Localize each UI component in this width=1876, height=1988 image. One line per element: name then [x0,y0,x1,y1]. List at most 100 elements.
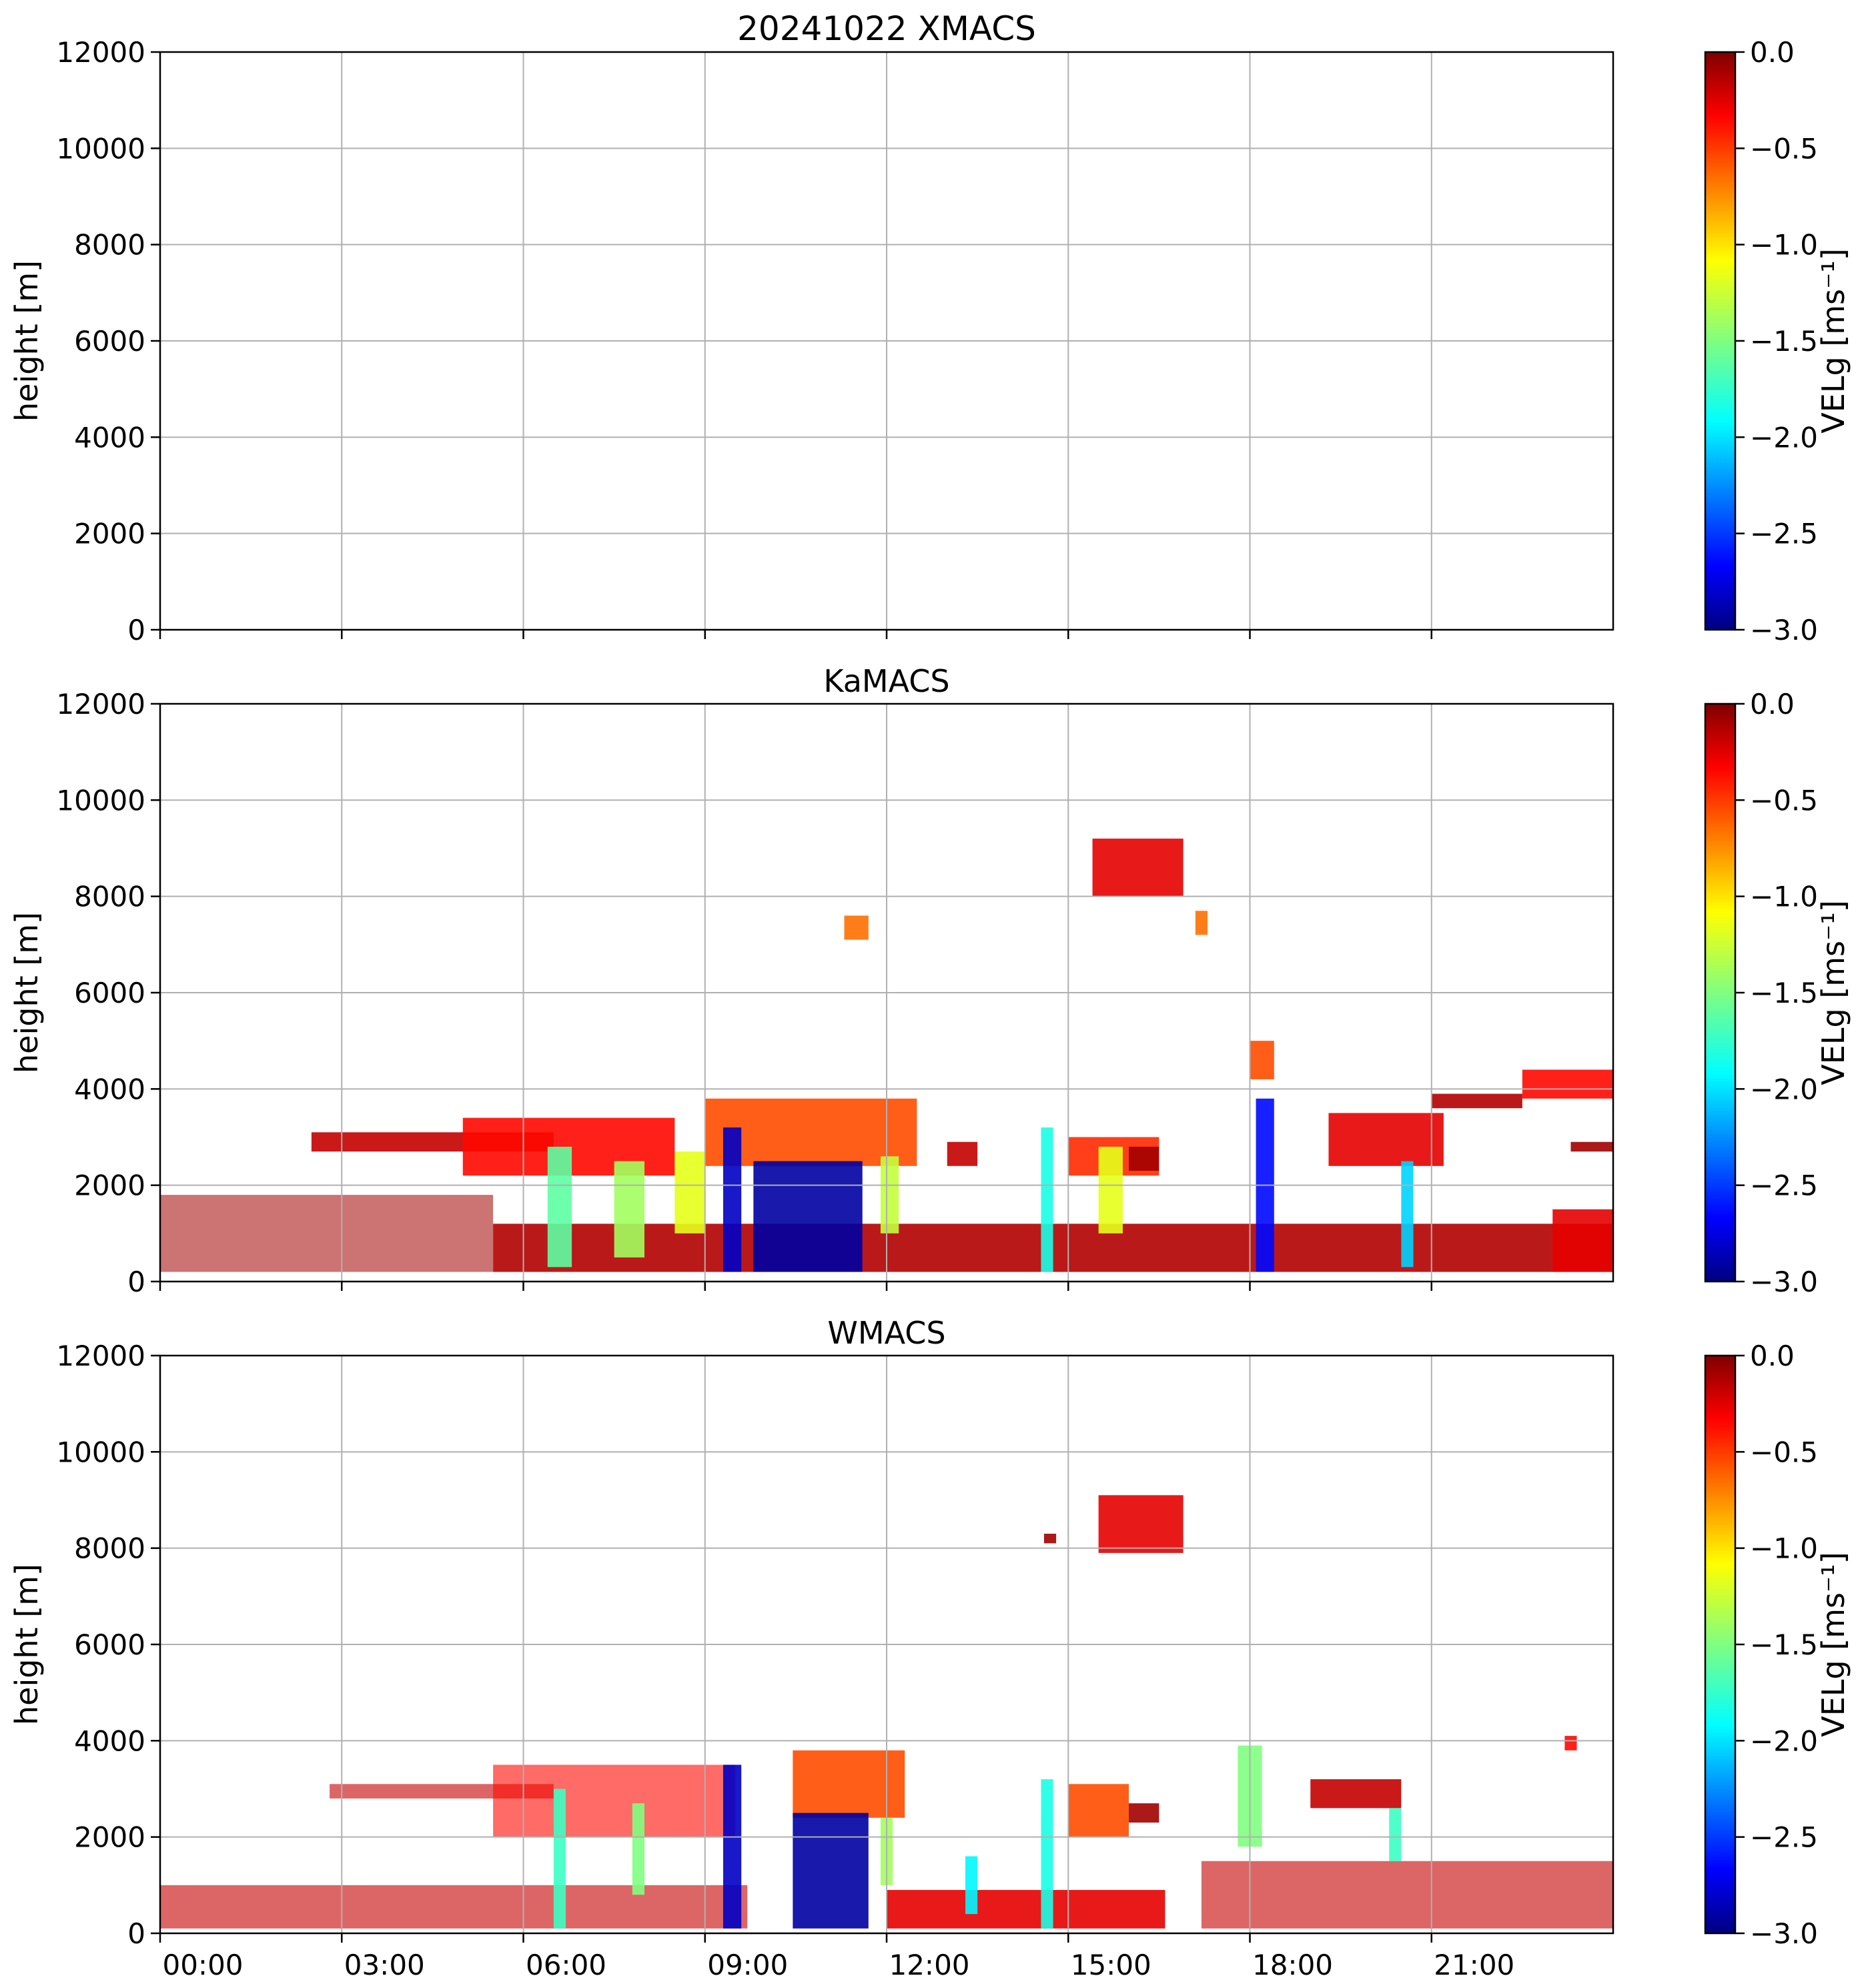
echo-region [1041,1779,1053,1929]
colorbar-tick-label: −1.0 [1750,229,1818,262]
colorbar-tick-label: 0.0 [1750,1340,1795,1372]
colorbar-tick-label: −2.0 [1750,421,1818,454]
echo-region [1092,839,1184,897]
echo-region [793,1813,869,1929]
echo-region [1201,1861,1613,1929]
panel-wmacs: WMACS 0 2000 4000 6000 8000 10000 12000 00:00 03:… [9,1315,1851,1981]
y-tick-label: 0 [127,614,145,646]
colorbar-label: VELg [ms⁻¹] [1815,1552,1851,1736]
echo-region [880,1156,899,1233]
echo-region [1098,1495,1184,1553]
echo-region [753,1161,863,1272]
echo-region [1564,1736,1577,1751]
y-axis-label: height [m] [9,1564,45,1725]
y-tick-label: 6000 [74,1628,145,1661]
colorbar-tick-label: −2.5 [1750,1169,1818,1202]
panel-kamacs: KaMACS 0 2000 4000 6000 8000 10000 12000 height … [9,663,1851,1298]
echo-region [1328,1113,1444,1166]
x-tick-label: 18:00 [1252,1949,1333,1981]
echo-region [844,915,869,940]
colorbar-tick-label: −0.5 [1750,1436,1818,1468]
echo-region [723,1127,742,1272]
echo-region [1389,1808,1402,1861]
x-tick-label: 00:00 [162,1949,243,1981]
colorbar-tick-label: 0.0 [1750,36,1795,69]
y-tick-label: 12000 [56,1340,145,1372]
colorbar-tick-label: −3.0 [1750,614,1818,646]
colorbar-tick-label: −3.0 [1750,1917,1818,1950]
colorbar-tick-label: −0.5 [1750,132,1818,165]
echo-region [160,1195,494,1272]
y-axis-label: height [m] [9,260,45,422]
y-tick-label: 4000 [74,1724,145,1757]
echo-region [547,1146,572,1268]
colorbar-tick-label: 0.0 [1750,688,1795,720]
echo-layer [160,839,1613,1272]
x-tick-label: 06:00 [526,1949,606,1981]
echo-region [1129,1803,1159,1823]
y-tick-label: 2000 [74,1821,145,1854]
panel-title: 20241022 XMACS [737,9,1036,48]
colorbar [1704,702,1737,1283]
y-tick-label: 12000 [56,688,145,720]
echo-region [887,1890,1165,1929]
echo-region [1068,1784,1129,1837]
x-tick-label: 15:00 [1071,1949,1151,1981]
y-tick-label: 4000 [74,1073,145,1105]
echo-region [1431,1093,1522,1109]
echo-region [1043,1534,1057,1544]
y-tick-label: 10000 [56,784,145,817]
echo-region [1195,911,1208,935]
echo-region [947,1141,978,1166]
y-tick-label: 8000 [74,229,145,262]
y-tick-label: 10000 [56,132,145,165]
y-tick-label: 10000 [56,1436,145,1468]
y-axis-label: height [m] [9,912,45,1073]
x-tick-label: 21:00 [1434,1949,1514,1981]
y-tick-label: 2000 [74,1169,145,1202]
y-tick-label: 2000 [74,518,145,550]
echo-region [1552,1209,1613,1272]
y-tick-label: 12000 [56,36,145,69]
echo-region [793,1750,905,1818]
x-tick-label: 09:00 [707,1949,788,1981]
y-tick-label: 6000 [74,325,145,358]
colorbar-tick-label: −3.0 [1750,1266,1818,1298]
panel-title: KaMACS [823,663,949,699]
echo-region [493,1765,736,1837]
x-tick-label: 03:00 [344,1949,425,1981]
echo-region [632,1803,644,1895]
echo-region [1310,1779,1402,1809]
echo-region [723,1765,742,1929]
colorbar-tick-label: −0.5 [1750,784,1818,817]
colorbar-tick-label: −1.5 [1750,977,1818,1009]
echo-region [614,1161,644,1258]
colorbar-tick-label: −1.5 [1750,1628,1818,1661]
echo-region [674,1151,705,1233]
echo-region [1129,1146,1159,1171]
echo-region [1041,1127,1053,1272]
echo-region [160,1885,748,1929]
y-tick-label: 0 [127,1917,145,1950]
echo-region [1401,1161,1414,1268]
colorbar-tick-label: −1.5 [1750,325,1818,358]
colorbar-tick-label: −1.0 [1750,881,1818,913]
y-tick-label: 8000 [74,881,145,913]
colorbar-tick-label: −2.0 [1750,1073,1818,1105]
echo-region [1522,1069,1613,1099]
colorbar-tick-label: −2.0 [1750,1724,1818,1757]
colorbar [1704,1354,1737,1935]
echo-region [553,1789,566,1929]
colorbar-label: VELg [ms⁻¹] [1815,900,1851,1085]
y-tick-label: 0 [127,1266,145,1298]
y-tick-label: 4000 [74,421,145,454]
colorbar-label: VELg [ms⁻¹] [1815,248,1851,433]
x-tick-label: 12:00 [889,1949,969,1981]
colorbar-tick-label: −1.0 [1750,1532,1818,1565]
panel-title: WMACS [827,1315,945,1351]
echo-region [1570,1141,1613,1152]
colorbar [1704,51,1737,631]
colorbar-tick-label: −2.5 [1750,518,1818,550]
